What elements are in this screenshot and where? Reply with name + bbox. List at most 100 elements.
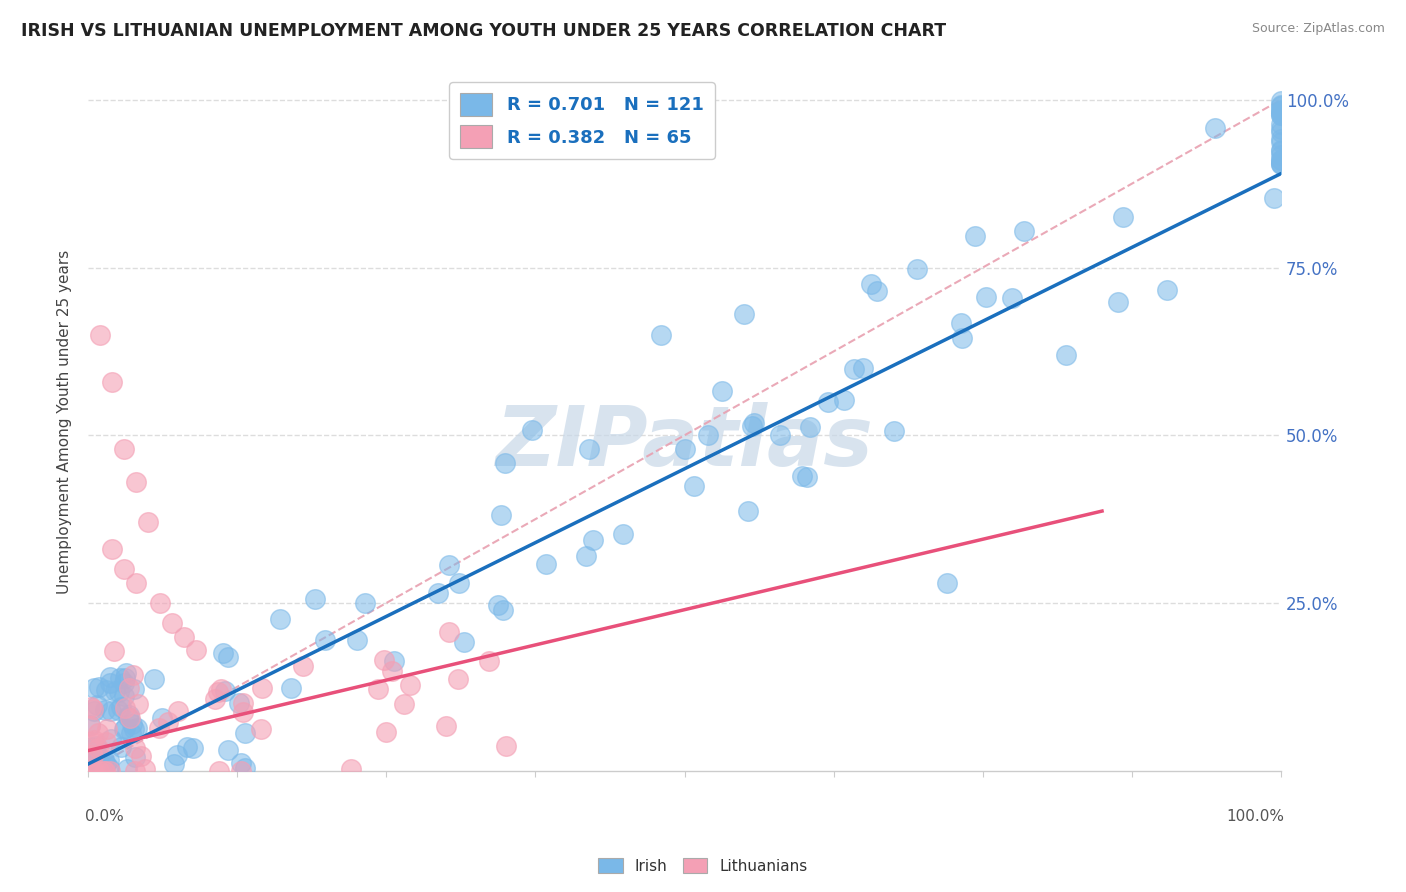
Point	[93, 764, 115, 778]
Point	[217, 649, 239, 664]
Point	[1263, 191, 1285, 205]
Point	[125, 575, 148, 590]
Text: IRISH VS LITHUANIAN UNEMPLOYMENT AMONG YOUTH UNDER 25 YEARS CORRELATION CHART: IRISH VS LITHUANIAN UNEMPLOYMENT AMONG Y…	[21, 22, 946, 40]
Point	[207, 684, 229, 698]
Point	[1270, 99, 1292, 113]
Point	[87, 680, 110, 694]
Point	[1270, 103, 1292, 118]
Point	[101, 542, 124, 557]
Point	[122, 668, 145, 682]
Point	[478, 654, 501, 668]
Point	[249, 722, 271, 736]
Point	[96, 722, 118, 736]
Point	[741, 418, 763, 433]
Point	[127, 697, 149, 711]
Point	[1270, 121, 1292, 136]
Point	[89, 327, 111, 342]
Y-axis label: Unemployment Among Youth under 25 years: Unemployment Among Youth under 25 years	[58, 250, 72, 594]
Point	[209, 681, 232, 696]
Point	[339, 762, 361, 776]
Legend: Irish, Lithuanians: Irish, Lithuanians	[592, 852, 814, 880]
Point	[93, 753, 115, 767]
Point	[1270, 106, 1292, 120]
Point	[108, 671, 131, 685]
Point	[1204, 120, 1226, 135]
Point	[683, 479, 706, 493]
Point	[1270, 94, 1292, 108]
Point	[1270, 156, 1292, 170]
Point	[1270, 107, 1292, 121]
Point	[94, 703, 117, 717]
Point	[166, 748, 188, 763]
Point	[167, 704, 190, 718]
Point	[112, 442, 135, 456]
Point	[453, 634, 475, 648]
Point	[112, 689, 135, 703]
Point	[844, 362, 866, 376]
Point	[1156, 283, 1178, 297]
Point	[1270, 153, 1292, 167]
Point	[494, 456, 516, 470]
Point	[150, 711, 173, 725]
Point	[82, 702, 104, 716]
Point	[117, 762, 139, 776]
Point	[447, 672, 470, 686]
Point	[1270, 132, 1292, 146]
Point	[612, 527, 634, 541]
Point	[173, 630, 195, 644]
Point	[936, 575, 959, 590]
Point	[1054, 348, 1077, 362]
Point	[353, 596, 375, 610]
Point	[217, 743, 239, 757]
Point	[742, 416, 765, 430]
Point	[769, 428, 792, 442]
Point	[100, 676, 122, 690]
Point	[965, 229, 987, 244]
Point	[112, 562, 135, 576]
Point	[84, 739, 107, 753]
Point	[1270, 156, 1292, 170]
Point	[143, 673, 166, 687]
Point	[98, 761, 121, 775]
Point	[1270, 147, 1292, 161]
Point	[381, 664, 404, 678]
Point	[799, 420, 821, 434]
Point	[124, 740, 146, 755]
Point	[382, 654, 405, 668]
Text: Source: ZipAtlas.com: Source: ZipAtlas.com	[1251, 22, 1385, 36]
Point	[250, 681, 273, 696]
Point	[866, 284, 889, 298]
Point	[124, 764, 146, 778]
Point	[1270, 153, 1292, 168]
Point	[121, 716, 143, 731]
Point	[136, 516, 159, 530]
Point	[650, 327, 672, 342]
Legend: R = 0.701   N = 121, R = 0.382   N = 65: R = 0.701 N = 121, R = 0.382 N = 65	[449, 82, 714, 159]
Point	[118, 707, 141, 722]
Point	[163, 756, 186, 771]
Point	[86, 698, 108, 712]
Point	[434, 719, 457, 733]
Point	[231, 764, 253, 778]
Point	[520, 423, 543, 437]
Point	[852, 361, 875, 376]
Point	[82, 748, 104, 763]
Point	[114, 722, 136, 736]
Point	[157, 715, 180, 730]
Point	[231, 756, 253, 771]
Point	[124, 681, 146, 696]
Point	[1270, 103, 1292, 118]
Point	[439, 558, 461, 572]
Point	[399, 678, 422, 692]
Point	[93, 764, 115, 778]
Point	[207, 764, 229, 778]
Point	[578, 442, 600, 456]
Point	[367, 682, 389, 697]
Point	[582, 533, 605, 548]
Point	[950, 331, 973, 345]
Point	[103, 644, 125, 658]
Point	[112, 676, 135, 690]
Point	[280, 681, 302, 695]
Point	[269, 612, 291, 626]
Point	[214, 684, 236, 698]
